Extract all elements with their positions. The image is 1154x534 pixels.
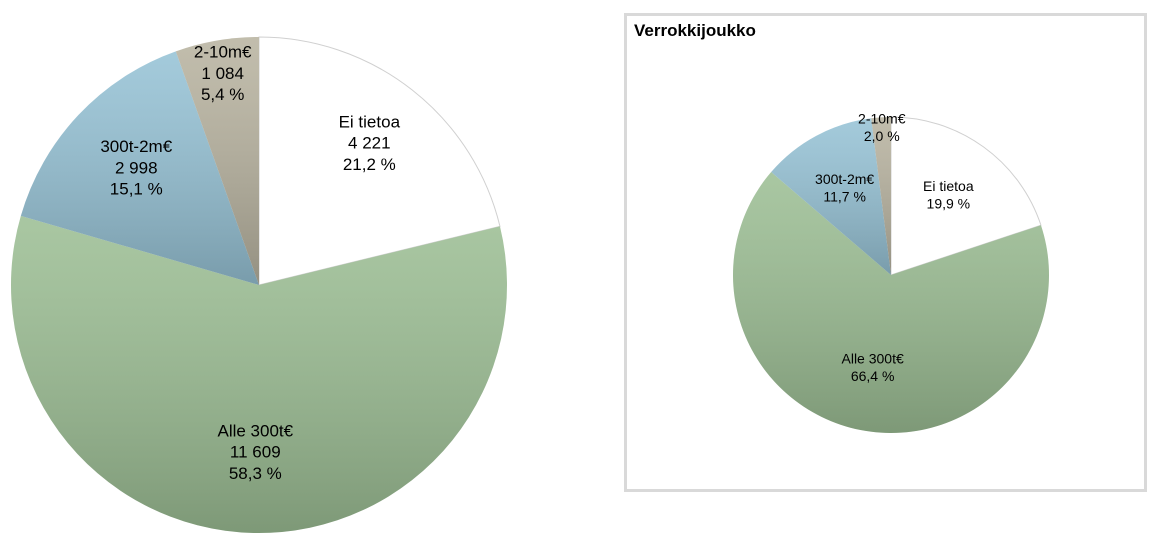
data-label-line: 2 998 [115,159,158,178]
pie-slice [890,116,1042,276]
data-label-line: 21,2 % [343,155,396,174]
data-label-line: 66,4 % [851,367,895,383]
slice-shade [20,51,259,285]
slice-shade [175,37,259,285]
data-label-line: 11,7 % [823,188,866,204]
data-label-line: 2-10m€ [194,43,252,62]
chart-title: Verrokkijoukko [634,21,756,40]
slice-shade [771,118,891,275]
data-label-line: 300t-2m€ [815,171,874,187]
data-label-line: 5,4 % [201,86,244,105]
data-label-line: 1 084 [201,64,244,83]
data-label-line: 300t-2m€ [100,138,172,157]
data-label-line: Alle 300t€ [217,422,293,441]
data-label-line: 15,1 % [110,180,163,199]
data-label: Ei tietoa 4 221 21,2 % [339,113,401,174]
data-label-line: 4 221 [348,134,391,153]
pie-slice [258,36,501,286]
data-label-line: Ei tietoa [339,113,401,132]
data-label: Alle 300t€ 11 609 58,3 % [217,422,293,484]
slice-shade [732,172,1049,434]
data-label-line: 2,0 % [864,128,900,144]
data-label: 2-10m€ 1 084 5,4 % [194,43,252,105]
data-label-line: Ei tietoa [923,178,974,194]
data-label: 2-10m€ 2,0 % [858,110,906,143]
data-label: Ei tietoa 19,9 % [923,178,974,212]
slice-shade [871,117,891,275]
data-label: 300t-2m€ 2 998 15,1 % [100,138,172,200]
data-label: Alle 300t€ 66,4 % [842,350,904,384]
data-label-line: 58,3 % [229,464,282,483]
data-label-line: 11 609 [230,443,281,462]
data-label-line: 2-10m€ [858,110,906,126]
data-label: 300t-2m€ 11,7 % [815,171,874,205]
data-label-line: 19,9 % [927,195,971,211]
slice-shade [11,215,507,533]
data-label-line: Alle 300t€ [842,350,904,366]
